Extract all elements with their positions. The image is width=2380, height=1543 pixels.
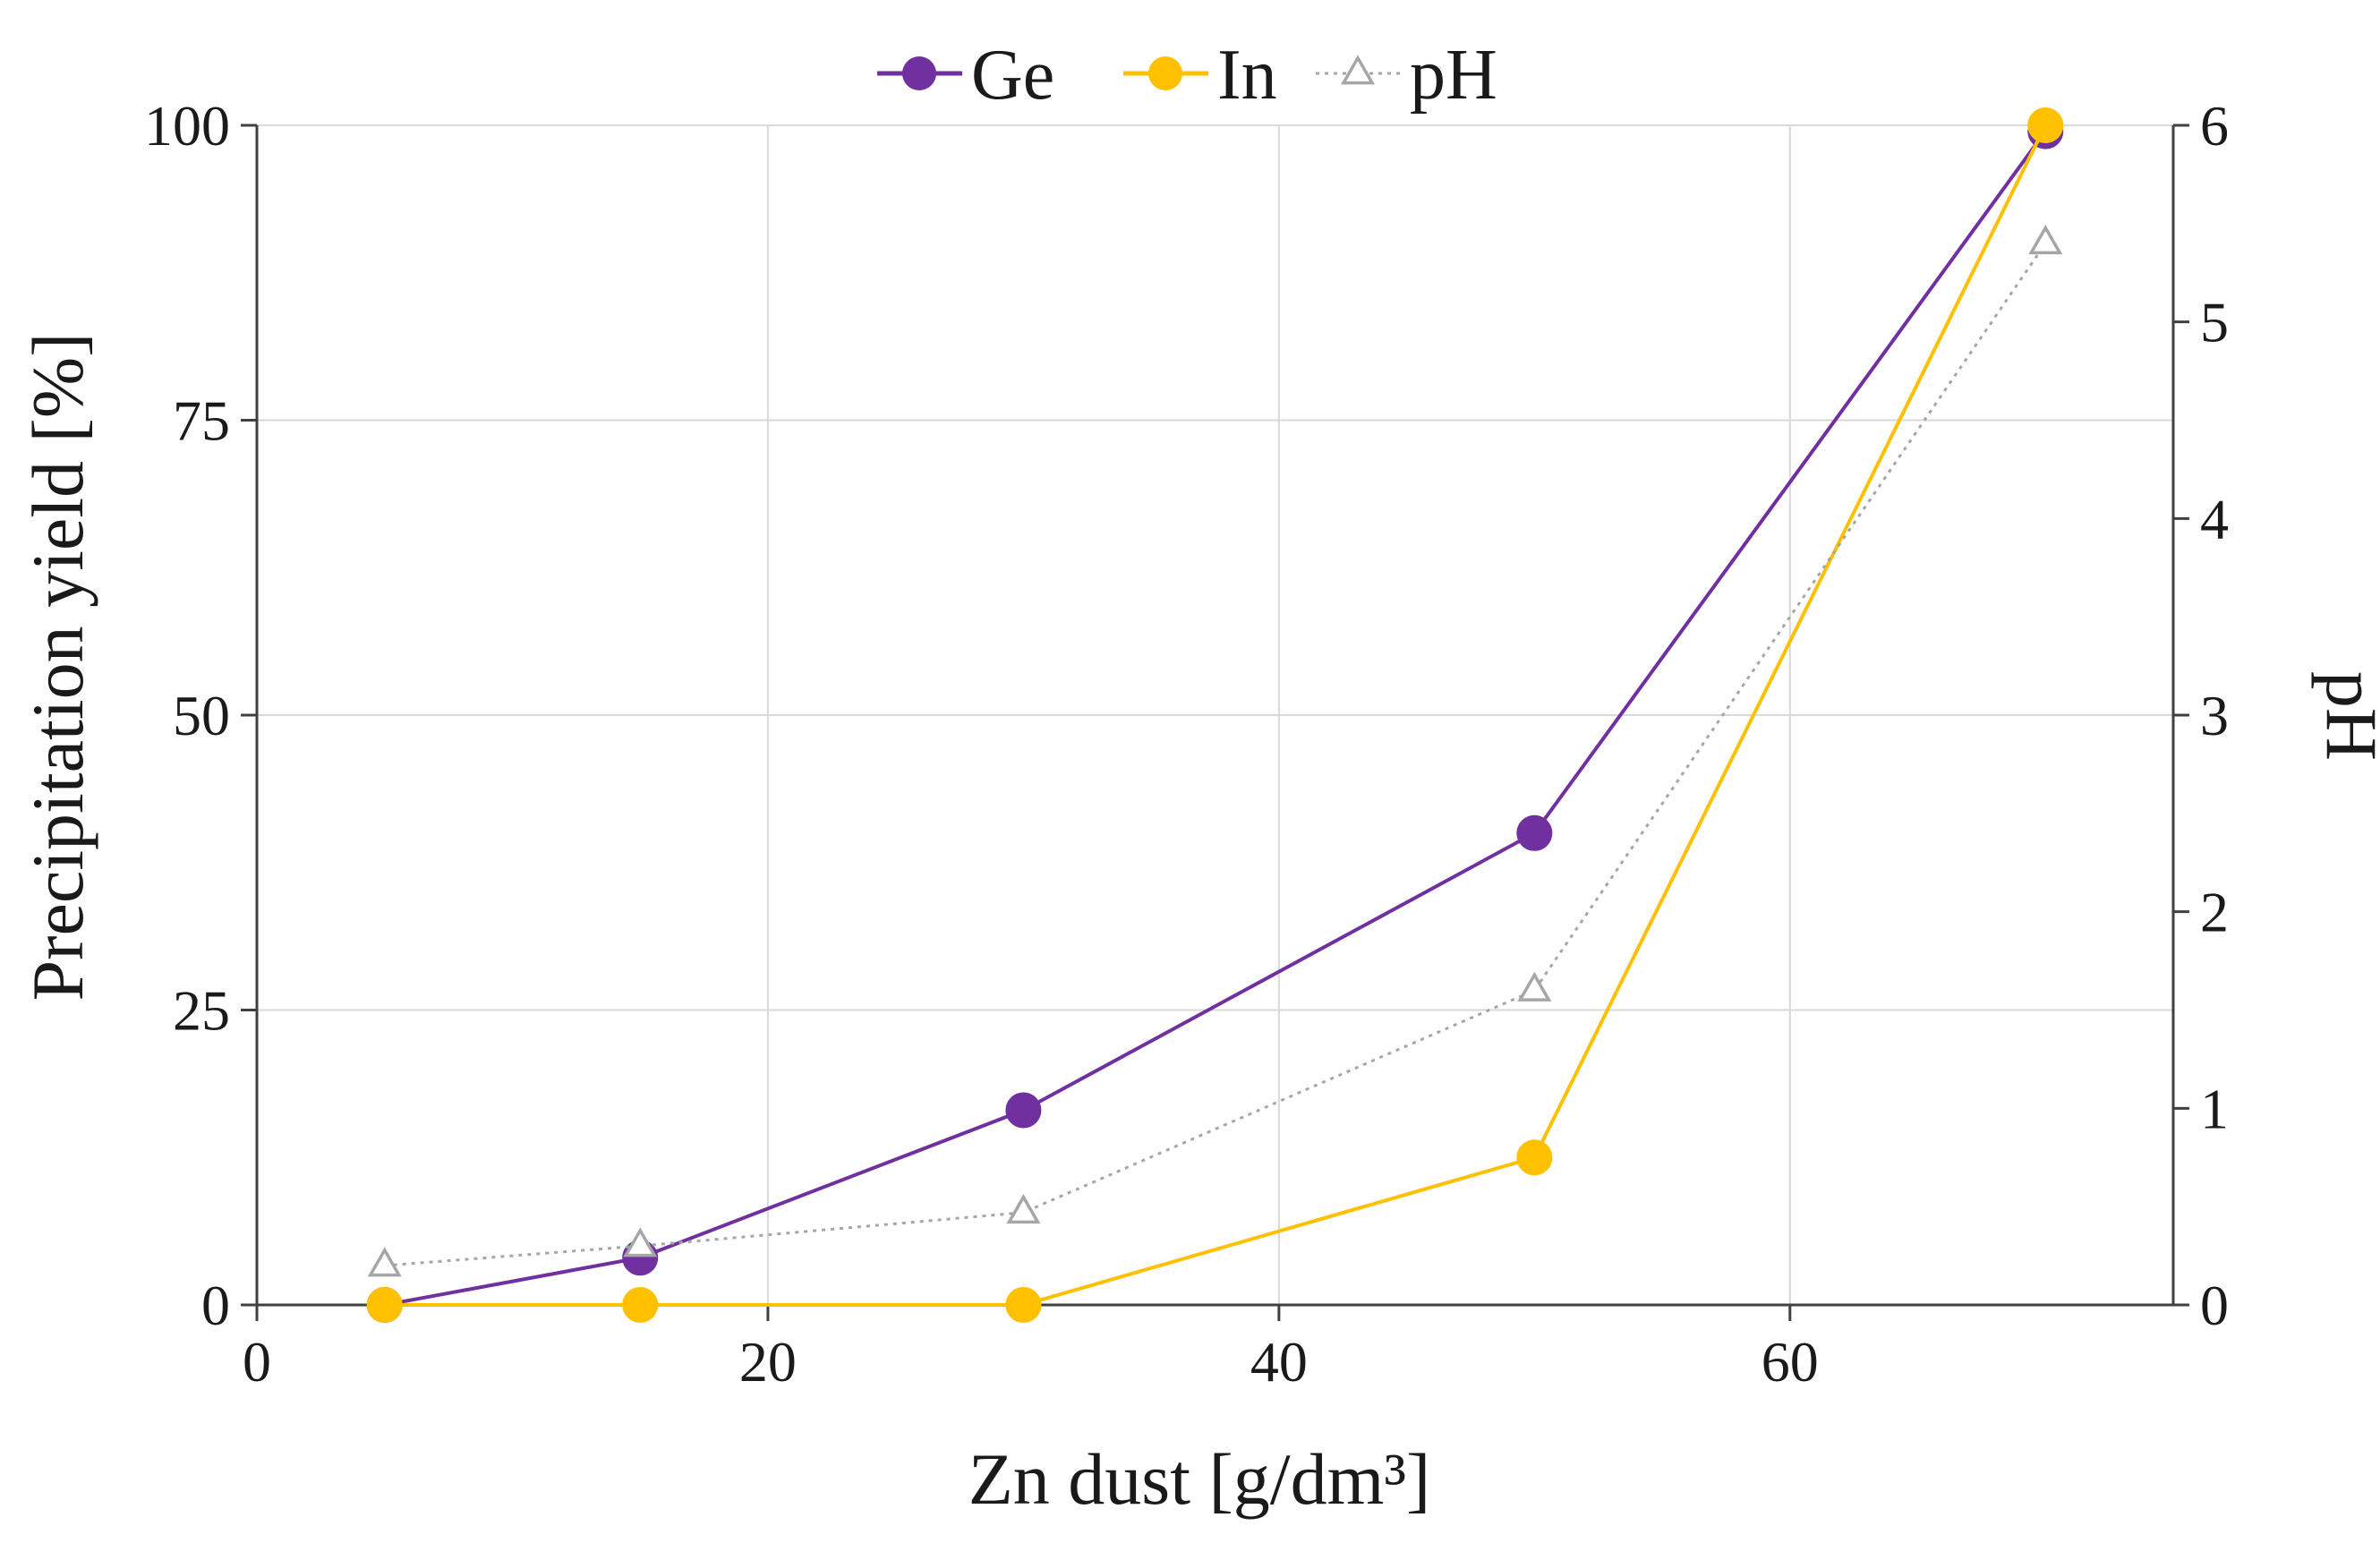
y2-tick-label: 3: [2200, 684, 2229, 747]
data-point-ge: [1005, 1092, 1042, 1129]
y-tick-label: 75: [173, 389, 230, 453]
y2-tick-label: 6: [2200, 94, 2229, 158]
y2-tick-label: 2: [2200, 881, 2229, 944]
y2-tick-label: 1: [2200, 1077, 2229, 1140]
y-tick-label: 0: [201, 1274, 230, 1337]
data-point-ph: [1006, 1193, 1041, 1224]
x-tick-label: 0: [243, 1330, 271, 1394]
x-tick-label: 60: [1762, 1330, 1819, 1394]
legend: Ge In pH: [877, 36, 1497, 115]
x-tick-label: 20: [739, 1330, 797, 1394]
y2-tick-label: 5: [2200, 291, 2229, 354]
data-point-ge: [1516, 814, 1553, 851]
left-axis-ticks: 0 25 50 75 100: [144, 94, 257, 1337]
data-point-in: [366, 1287, 403, 1323]
x-axis-ticks: 0 20 40 60: [243, 1305, 1819, 1394]
legend-label-ph: pH: [1410, 36, 1497, 115]
data-point-ph: [1517, 971, 1552, 1002]
legend-marker-ph: [1340, 55, 1376, 85]
series-layer: [366, 107, 2064, 1323]
y2-tick-label: 0: [2200, 1274, 2229, 1337]
data-point-in: [622, 1287, 659, 1323]
series-line-ph: [384, 242, 2047, 1267]
y2-axis-title: pH: [2311, 671, 2380, 761]
y-axis-title: Precipitation yield [%]: [17, 333, 98, 1002]
x-axis-title: Zn dust [g/dm³]: [968, 1438, 1431, 1520]
data-point-in: [2027, 107, 2064, 143]
data-point-ph: [623, 1227, 658, 1257]
data-point-ph: [367, 1247, 402, 1277]
right-axis-ticks: 0 1 2 3 4 5 6: [2173, 94, 2229, 1337]
data-point-in: [1516, 1139, 1553, 1176]
legend-marker-ge: [902, 56, 936, 90]
y-tick-label: 50: [173, 684, 230, 747]
x-tick-label: 40: [1250, 1330, 1308, 1394]
y-tick-label: 100: [144, 94, 230, 158]
data-point-in: [1005, 1287, 1042, 1323]
y-tick-label: 25: [173, 979, 230, 1043]
legend-marker-in: [1148, 56, 1182, 90]
legend-label-ge: Ge: [971, 36, 1054, 115]
legend-label-in: In: [1217, 36, 1277, 115]
y2-tick-label: 4: [2200, 487, 2229, 550]
gridlines: [257, 124, 2173, 1305]
data-point-ph: [2028, 225, 2063, 255]
